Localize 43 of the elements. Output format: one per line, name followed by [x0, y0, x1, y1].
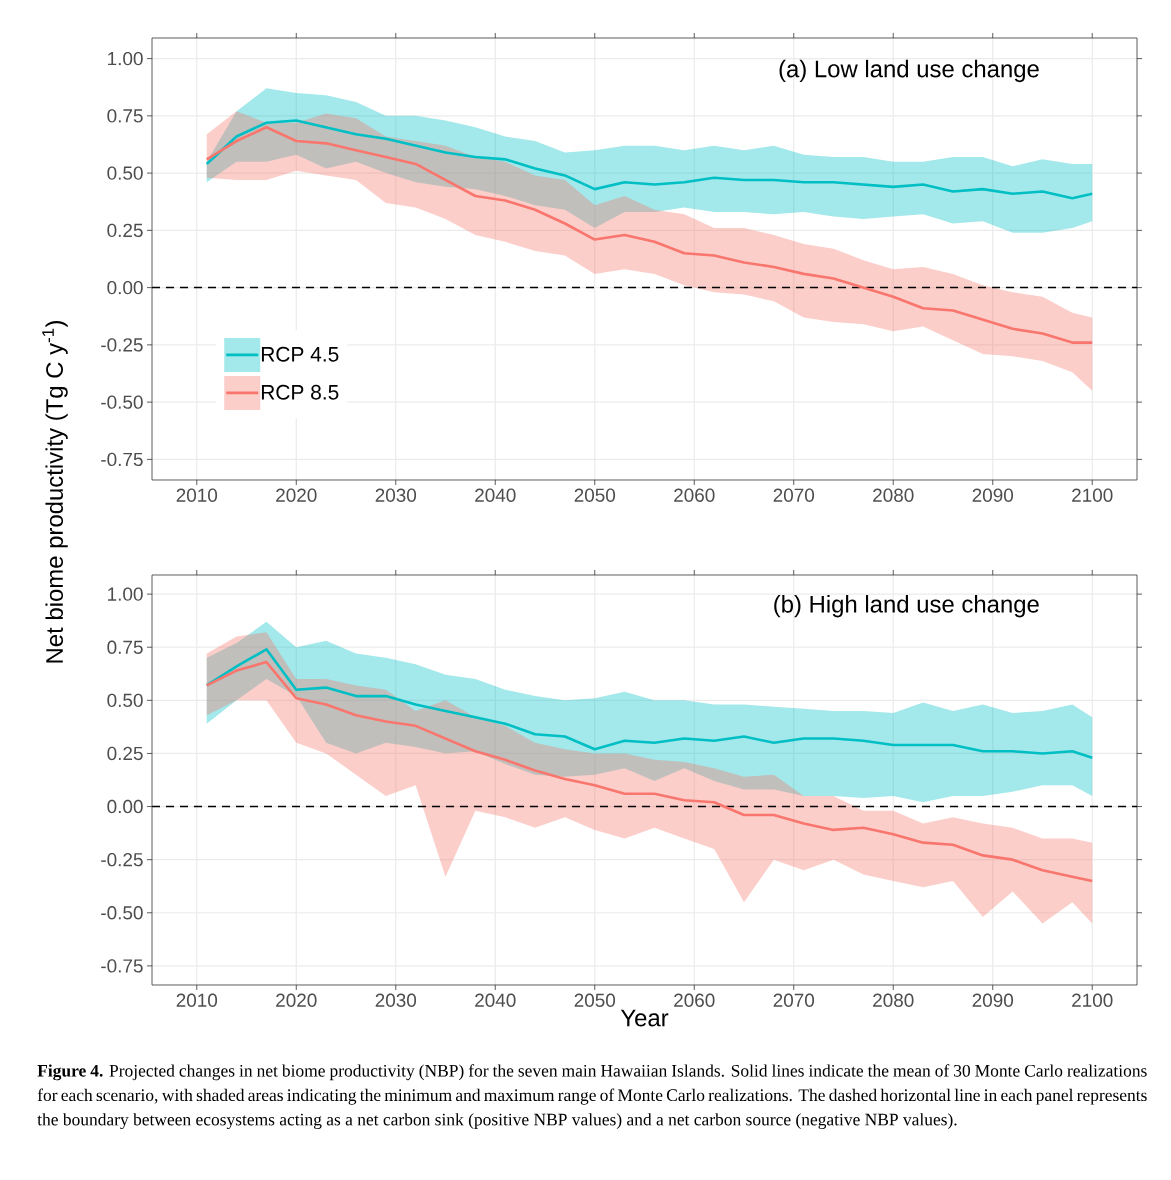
- legend-label: RCP 4.5: [261, 346, 339, 362]
- y-tick-label: 0.25: [107, 223, 143, 238]
- y-tick-label: -0.50: [101, 906, 143, 920]
- text: Figure 4. Projected changes in net biome productivity (NBP) for the seven main Hawaiian Islands. Solid lines indicate the mean of 30 Monte Carlo realizations for each scenario, with shaded areas indicating the minimum and maximum range of Monte Carlo realizations. The dashed horizontal line in each panel represents the boundary between ecosystems acting as a net carbon sink (positive NBP values) and a net carbon source (negative NBP values).: [37, 1064, 1147, 1130]
- y-tick-label: 0.00: [107, 280, 143, 295]
- x-tick-label: 2090: [972, 488, 1014, 502]
- x-tick-label: 2060: [674, 488, 715, 502]
- x-tick-label: 2020: [276, 488, 317, 502]
- x-tick-label: 2090: [972, 993, 1014, 1007]
- x-tick-label: 2020: [276, 993, 317, 1007]
- x-tick-label: 2100: [1072, 993, 1113, 1007]
- y-tick-label: -0.25: [101, 338, 143, 352]
- y-tick-label: 0.25: [107, 746, 143, 761]
- x-tick-label: 2030: [375, 993, 417, 1007]
- x-tick-label: 2060: [674, 993, 715, 1007]
- y-tick-label: 0.50: [107, 166, 143, 180]
- y-tick-label: 0.75: [107, 640, 143, 654]
- y-tick-label: -0.75: [101, 452, 143, 467]
- y-axis-title: Net biome productivity (Tg C y$^{-1}$): [42, 321, 68, 663]
- x-tick-label: 2040: [475, 993, 516, 1007]
- x-tick-label: 2050: [574, 488, 616, 502]
- legend-label: RCP 8.5: [261, 384, 339, 400]
- x-tick-label: 2010: [176, 488, 218, 502]
- x-tick-label: 2070: [773, 488, 815, 502]
- y-tick-label: 0.75: [107, 109, 143, 123]
- y-tick-label: 1.00: [108, 587, 143, 601]
- text: (b) High land use change: [774, 595, 1039, 618]
- x-tick-label: 2010: [176, 993, 218, 1007]
- y-tick-label: -0.75: [101, 959, 143, 973]
- x-tick-label: 2030: [375, 488, 417, 502]
- text: (a) Low land use change: [779, 59, 1039, 83]
- x-tick-label: 2080: [873, 993, 914, 1007]
- y-tick-label: 0.50: [107, 693, 143, 708]
- y-tick-label: 0.00: [107, 799, 143, 814]
- x-tick-label: 2050: [574, 993, 616, 1007]
- x-tick-label: 2100: [1072, 488, 1113, 502]
- x-tick-label: 2080: [873, 488, 914, 502]
- y-tick-label: -0.50: [101, 395, 143, 409]
- x-axis-title: Year: [620, 1009, 669, 1027]
- x-tick-label: 2070: [773, 993, 815, 1007]
- y-tick-label: 1.00: [108, 51, 143, 66]
- y-tick-label: -0.25: [101, 852, 143, 867]
- x-tick-label: 2040: [475, 488, 516, 502]
